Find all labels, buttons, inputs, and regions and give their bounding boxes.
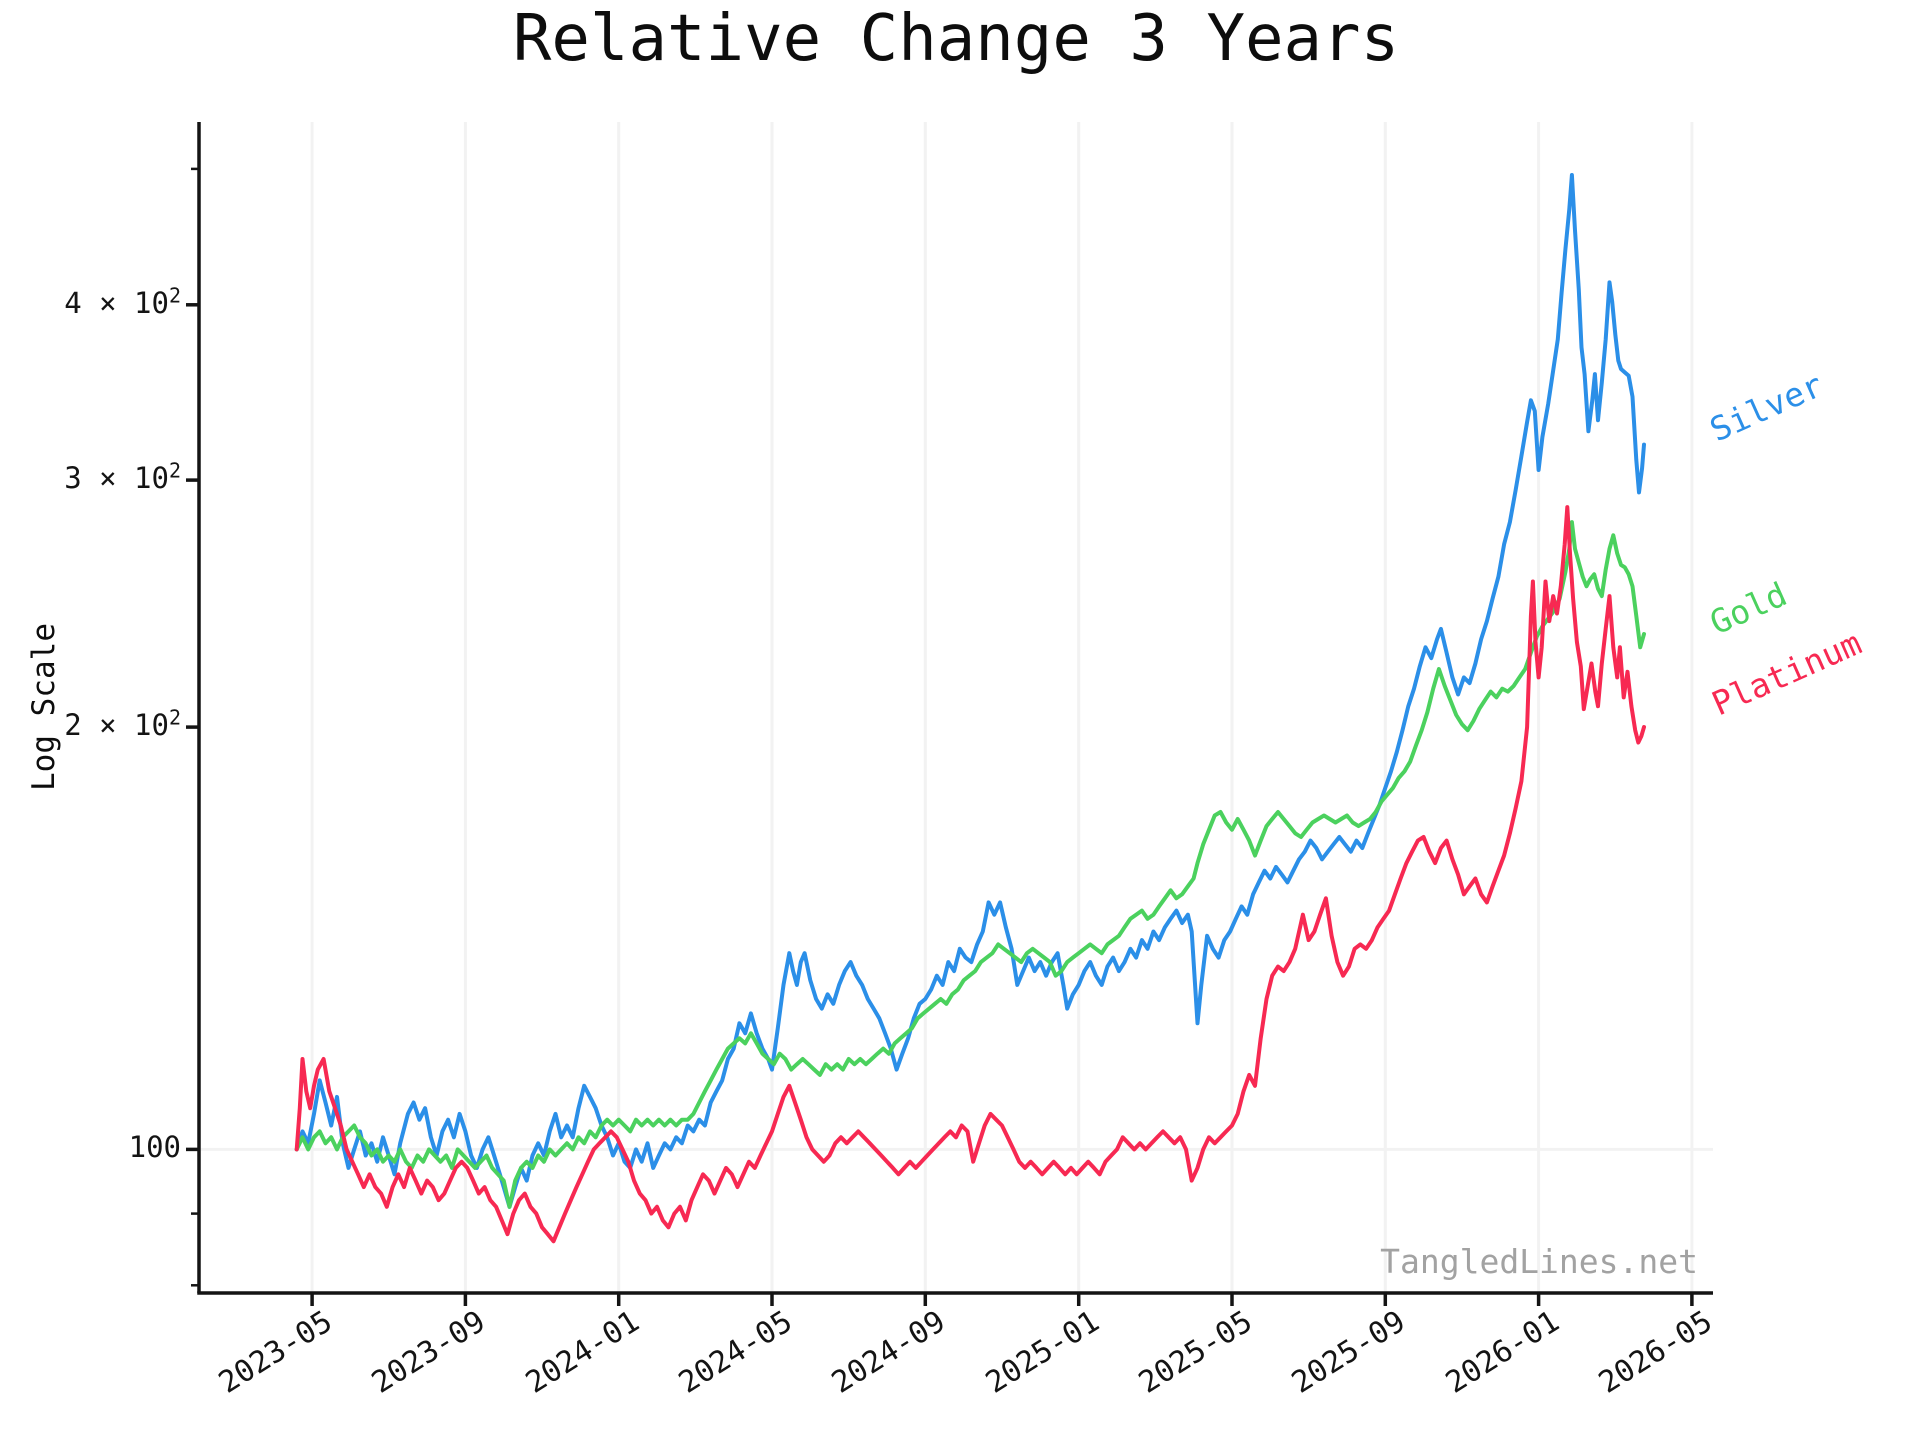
series-line-platinum — [294, 505, 1646, 1244]
series-line-silver — [294, 173, 1646, 1209]
series-line-gold — [294, 520, 1646, 1209]
